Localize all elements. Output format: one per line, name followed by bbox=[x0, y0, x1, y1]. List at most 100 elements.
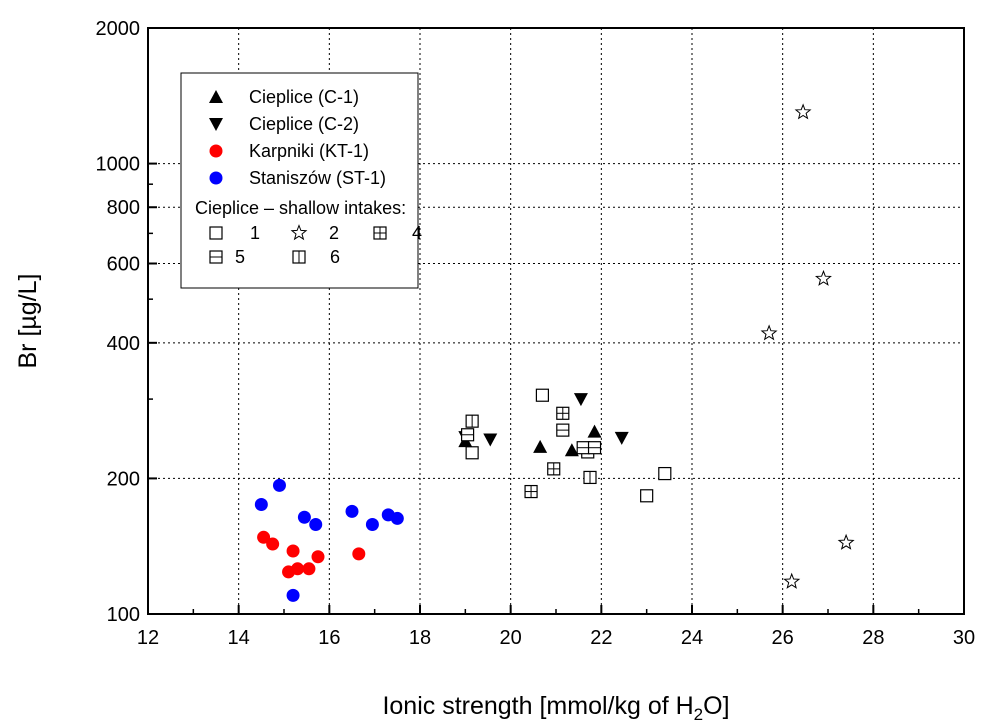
x-tick-label: 24 bbox=[681, 627, 703, 649]
legend-label: Cieplice (C-1) bbox=[249, 87, 359, 107]
data-point bbox=[266, 537, 280, 551]
legend-label: 6 bbox=[330, 247, 340, 267]
data-point bbox=[814, 269, 832, 286]
legend-entry: 6 bbox=[292, 247, 340, 267]
data-point bbox=[286, 544, 300, 558]
series-stanisz-w-st-1- bbox=[254, 478, 404, 602]
legend-label: 5 bbox=[235, 247, 245, 267]
marker-box bbox=[640, 489, 654, 503]
x-axis-title: Ionic strength [mmol/kg of H2O] bbox=[382, 692, 729, 724]
data-point bbox=[556, 406, 570, 420]
marker-box bbox=[658, 466, 672, 481]
legend-entry: 2 bbox=[290, 223, 339, 243]
x-tick-label: 26 bbox=[772, 627, 794, 649]
x-axis-title-subscript: 2 bbox=[694, 705, 703, 724]
x-tick-label: 18 bbox=[409, 627, 431, 649]
legend-entry: Karpniki (KT-1) bbox=[209, 141, 369, 161]
data-point bbox=[297, 510, 311, 524]
x-tick-label: 14 bbox=[228, 627, 250, 649]
legend: Cieplice – shallow intakes: Cieplice (C-… bbox=[180, 72, 422, 289]
legend-label: Karpniki (KT-1) bbox=[249, 141, 369, 161]
data-point bbox=[365, 518, 379, 532]
legend-label: 2 bbox=[329, 223, 339, 243]
legend-entry: 5 bbox=[209, 247, 245, 267]
data-point bbox=[640, 489, 654, 503]
x-axis-title-end: O] bbox=[703, 692, 729, 720]
y-tick-label: 800 bbox=[107, 197, 140, 219]
legend-label: 1 bbox=[250, 223, 260, 243]
legend-marker bbox=[209, 144, 223, 158]
legend-marker bbox=[373, 226, 387, 240]
legend-marker bbox=[209, 250, 223, 264]
y-tick-label: 600 bbox=[107, 254, 140, 276]
y-tick-label: 200 bbox=[107, 468, 140, 490]
data-point bbox=[535, 388, 550, 402]
legend-label: Staniszów (ST-1) bbox=[249, 168, 386, 188]
data-point bbox=[286, 588, 300, 602]
data-point bbox=[556, 423, 570, 437]
data-point bbox=[587, 441, 602, 455]
y-tick-label: 100 bbox=[107, 604, 140, 626]
series-4 bbox=[524, 406, 570, 499]
data-point bbox=[390, 511, 404, 525]
legend-label: Cieplice (C-2) bbox=[249, 114, 359, 134]
data-point bbox=[583, 470, 597, 485]
y-tick-label: 1000 bbox=[96, 154, 141, 176]
series-5 bbox=[461, 423, 602, 455]
data-point bbox=[465, 446, 479, 460]
data-point bbox=[576, 441, 590, 455]
legend-entry: Staniszów (ST-1) bbox=[209, 168, 386, 188]
series-6 bbox=[465, 414, 597, 485]
data-point bbox=[658, 466, 672, 481]
data-point bbox=[547, 462, 561, 476]
data-point bbox=[345, 504, 359, 518]
legend-marker bbox=[209, 226, 223, 240]
marker-box bbox=[535, 388, 550, 402]
x-tick-label: 28 bbox=[862, 627, 884, 649]
x-tick-label: 20 bbox=[500, 627, 522, 649]
data-point bbox=[524, 484, 538, 499]
legend-entry: 1 bbox=[209, 223, 260, 243]
data-point bbox=[483, 433, 498, 447]
y-tick-label: 2000 bbox=[96, 18, 141, 40]
data-point bbox=[533, 439, 548, 453]
axis-ticks: 12 14 16 18 20 22 24 26 28 3010020040060080010002… bbox=[96, 18, 976, 649]
data-point bbox=[257, 530, 271, 544]
data-point bbox=[587, 424, 602, 438]
marker-box bbox=[465, 446, 479, 460]
data-point bbox=[760, 324, 778, 341]
legend-marker bbox=[209, 171, 223, 185]
x-tick-label: 12 bbox=[137, 627, 159, 649]
series-karpniki-kt-1- bbox=[257, 530, 366, 579]
data-point bbox=[614, 431, 629, 445]
series-2 bbox=[760, 103, 855, 589]
legend-heading: Cieplice – shallow intakes: bbox=[195, 198, 406, 218]
series-1 bbox=[465, 388, 672, 503]
legend-marker bbox=[290, 224, 308, 241]
x-axis-title-main: Ionic strength [mmol/kg of H bbox=[382, 692, 693, 720]
data-point bbox=[794, 103, 812, 120]
x-tick-label: 30 bbox=[953, 627, 975, 649]
data-point bbox=[352, 547, 366, 561]
data-point bbox=[564, 443, 579, 457]
data-point bbox=[783, 572, 801, 589]
data-point bbox=[291, 562, 305, 576]
legend-marker bbox=[209, 90, 223, 103]
legend-entry: Cieplice (C-2) bbox=[209, 114, 359, 134]
data-points bbox=[254, 103, 855, 602]
data-point bbox=[272, 478, 286, 492]
data-point bbox=[573, 393, 588, 407]
legend-entry: 4 bbox=[373, 223, 422, 243]
legend-marker bbox=[209, 118, 223, 131]
data-point bbox=[302, 562, 316, 576]
data-point bbox=[309, 518, 323, 532]
x-tick-label: 22 bbox=[590, 627, 612, 649]
y-axis-title: Br [µg/L] bbox=[14, 274, 42, 369]
data-point bbox=[465, 414, 479, 428]
data-point bbox=[254, 498, 268, 512]
y-tick-label: 400 bbox=[107, 333, 140, 355]
legend-entry: Cieplice (C-1) bbox=[209, 87, 359, 107]
legend-marker bbox=[292, 250, 306, 264]
data-point bbox=[311, 550, 325, 564]
data-point bbox=[461, 428, 475, 442]
